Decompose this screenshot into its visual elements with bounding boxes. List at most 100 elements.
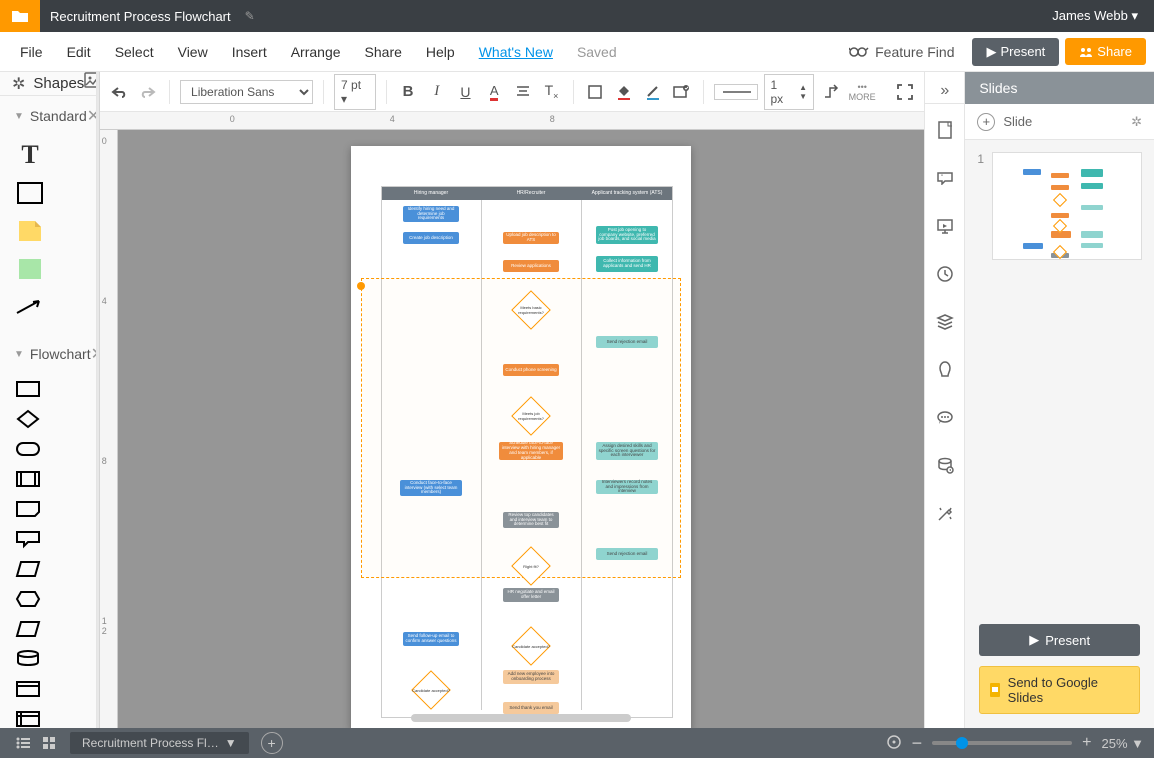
flowchart-shape-11[interactable] [12,708,44,728]
shape-block[interactable] [12,254,48,284]
flowchart-shape-2[interactable] [12,438,44,460]
flowchart-box[interactable]: Review top candidates and interview team… [503,512,559,528]
flowchart-box[interactable]: Post job opening to company website, pre… [596,226,658,244]
present-tool-icon[interactable] [925,204,965,248]
flowchart-box[interactable]: Schedule face-to-face interview with hir… [499,442,563,460]
flowchart-shape-4[interactable] [12,498,44,520]
flowchart-shape-6[interactable] [12,558,44,580]
flowchart-box[interactable]: Interviewers record notes and impression… [596,480,658,494]
flowchart-box[interactable]: Send thank you email [503,702,559,714]
flowchart-shape-1[interactable] [12,408,44,430]
flowchart-box[interactable]: Upload job description to ATS [503,232,559,244]
flowchart-shape-0[interactable] [12,378,44,400]
line-routing-icon[interactable] [820,80,843,104]
shape-rect[interactable] [12,178,48,208]
zoom-out-icon[interactable]: − [912,733,923,754]
fontsize-select[interactable]: 7 pt ▾ [334,74,376,110]
undo-icon[interactable] [108,80,131,104]
flowchart-decision[interactable]: Candidate accepted? [411,670,451,710]
grid-view-icon[interactable] [36,730,62,756]
flowchart-shape-9[interactable] [12,648,44,670]
shape-text[interactable]: T [12,140,48,170]
layers-icon[interactable] [925,300,965,344]
menu-edit[interactable]: Edit [55,44,103,60]
flowchart-box[interactable]: Review applications [503,260,559,272]
shape-arrow[interactable] [12,292,48,322]
collapse-panel-icon[interactable]: » [925,78,965,104]
line-style-select[interactable] [714,84,758,100]
flowchart-decision[interactable]: Candidate accepted? [511,626,551,666]
canvas[interactable]: Hiring managerHR/RecruiterApplicant trac… [118,130,925,728]
menu-share[interactable]: Share [353,44,414,60]
flowchart-box[interactable]: Create job description [403,232,459,244]
shapes-gear-icon[interactable]: ✲ [12,74,25,94]
shape-style-icon[interactable] [670,80,693,104]
slide-thumbnail[interactable] [992,152,1142,260]
flowchart-shape-8[interactable] [12,618,44,640]
flowchart-box[interactable]: Assign desired skills and specific scree… [596,442,658,460]
slide-item[interactable]: 1 [977,152,1142,260]
section-standard[interactable]: ▼Standard✕ [0,96,96,136]
flowchart-decision[interactable]: Meets job requirements? [511,396,551,436]
add-slide-row[interactable]: + Slide ✲ [965,104,1154,140]
section-flowchart[interactable]: ▼Flowchart✕ [0,334,96,374]
align-icon[interactable] [512,80,535,104]
menu-select[interactable]: Select [103,44,166,60]
edit-title-icon[interactable]: ✎ [245,9,255,23]
text-color-icon[interactable]: A [483,80,506,104]
data-icon[interactable] [925,444,965,488]
flowchart-box[interactable]: Send rejection email [596,548,658,560]
magic-icon[interactable] [925,492,965,536]
flowchart-box[interactable]: Conduct face-to-face interview (with sel… [400,480,462,496]
comments-icon[interactable]: '' [925,156,965,200]
feature-find[interactable]: Feature Find [849,44,954,60]
redo-icon[interactable] [136,80,159,104]
zoom-level[interactable]: 25% ▼ [1101,736,1144,751]
flowchart-shape-3[interactable] [12,468,44,490]
bold-icon[interactable]: B [397,80,420,104]
page-tab[interactable]: Recruitment Process Fl… ▼ [70,732,249,754]
document-title[interactable]: Recruitment Process Flowchart [40,9,241,24]
flowchart-box[interactable]: HR negotiate and email offer letter [503,588,559,602]
page-scrollbar[interactable] [411,714,631,722]
fullscreen-icon[interactable] [894,80,917,104]
share-button[interactable]: Share [1065,38,1146,65]
flowchart-box[interactable]: Conduct phone screening [503,364,559,376]
underline-icon[interactable]: U [454,80,477,104]
flowchart-shape-7[interactable] [12,588,44,610]
menu-whatsnew[interactable]: What's New [467,44,565,60]
flowchart-box[interactable]: Identify hiring need and determine job r… [403,206,459,222]
page-settings-icon[interactable] [925,108,965,152]
add-slide-icon[interactable]: + [977,113,995,131]
zoom-target-icon[interactable] [886,734,902,753]
user-menu[interactable]: James Webb ▾ [1036,8,1154,24]
themes-icon[interactable] [925,348,965,392]
shape-fill-icon[interactable] [584,80,607,104]
slides-gear-icon[interactable]: ✲ [1131,114,1142,130]
flowchart-box[interactable]: Send follow-up email to confirm answer q… [403,632,459,646]
menu-insert[interactable]: Insert [220,44,279,60]
zoom-slider[interactable] [932,741,1072,745]
fill-color-icon[interactable] [613,80,636,104]
line-color-icon[interactable] [641,80,664,104]
menu-arrange[interactable]: Arrange [279,44,353,60]
present-button-2[interactable]: ▶ Present [979,624,1140,656]
italic-icon[interactable]: I [425,80,448,104]
clear-format-icon[interactable]: T× [540,80,563,104]
font-select[interactable]: Liberation Sans [180,80,313,104]
send-gslides-button[interactable]: Send to Google Slides [979,666,1140,714]
close-icon[interactable]: ✕ [87,106,97,126]
flowchart-box[interactable]: Add new employee into onboarding process [503,670,559,684]
outline-icon[interactable] [10,730,36,756]
page[interactable]: Hiring managerHR/RecruiterApplicant trac… [351,146,691,728]
line-width-select[interactable]: 1 px▲▼ [764,74,814,110]
present-button[interactable]: ▶ Present [972,38,1059,66]
flowchart-box[interactable]: Collect information from applicants and … [596,256,658,272]
toolbar-more[interactable]: •••MORE [849,82,876,102]
image-icon[interactable] [84,72,97,95]
add-page-button[interactable]: + [261,732,283,754]
shape-note[interactable] [12,216,48,246]
flowchart-box[interactable]: Send rejection email [596,336,658,348]
flowchart-shape-5[interactable] [12,528,44,550]
zoom-in-icon[interactable]: + [1082,734,1091,752]
